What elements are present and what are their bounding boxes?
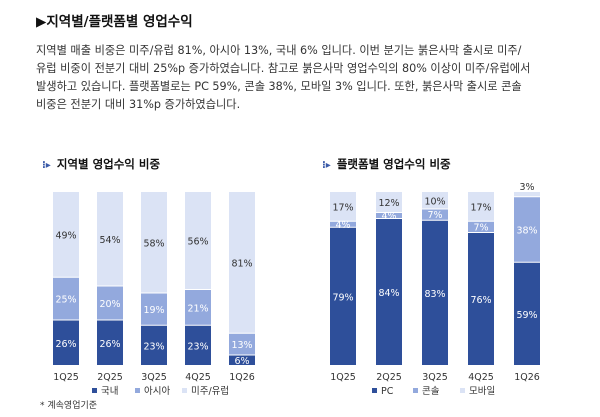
summary-line: 유럽 비중이 전분기 대비 25%p 증가하였습니다. 참고로 붉은사막 영업수… (36, 62, 531, 75)
data-label: 21% (187, 303, 208, 314)
data-label: 7% (473, 222, 488, 233)
platform-chart-title: ⁝▸ 플랫폼별 영업수익 비중 (322, 156, 451, 172)
stacked-bar-charts: 26% 25% 49% 1Q25 26% 20% 54% 2Q25 23% 19% 58% 3Q25 2… (53, 182, 540, 397)
legend-swatch (135, 388, 140, 393)
bar-segment (97, 320, 123, 365)
data-label: 26% (99, 339, 120, 350)
x-tick-label: 3Q25 (141, 372, 167, 383)
data-label: 4% (335, 220, 350, 231)
bar-segment (422, 209, 448, 220)
data-label: 23% (187, 341, 208, 352)
legend-label: 미주/유럽 (191, 386, 229, 397)
data-label: 49% (55, 230, 76, 241)
x-tick-label: 1Q26 (229, 372, 255, 383)
bar-segment (330, 221, 356, 227)
x-tick-label: 2Q25 (97, 372, 123, 383)
x-tick-label: 1Q25 (330, 372, 356, 383)
data-label: 20% (99, 299, 120, 310)
bar-segment (97, 286, 123, 320)
legend-label: PC (381, 386, 394, 397)
summary-line: 지역별 매출 비중은 미주/유럽 81%, 아시아 13%, 국내 6% 입니다… (36, 44, 522, 57)
data-label: 17% (470, 202, 491, 213)
bar-segment (468, 221, 494, 232)
summary-line: 발생하고 있습니다. 플랫폼별로는 PC 59%, 콘솔 38%, 모바일 3%… (36, 80, 522, 93)
data-label: 56% (187, 237, 208, 248)
data-label: 4% (381, 211, 396, 222)
legend-swatch (372, 388, 377, 393)
legend-swatch (413, 388, 418, 393)
bar-segment (185, 290, 211, 325)
bar-segment (141, 192, 167, 293)
bar-segment (468, 192, 494, 221)
bar-segment (97, 192, 123, 286)
data-label: 83% (424, 289, 445, 300)
bar-segment (141, 293, 167, 325)
bar-segment (53, 320, 79, 365)
region-chart-title: ⁝▸ 지역별 영업수익 비중 (42, 156, 160, 172)
data-label: 19% (143, 305, 164, 316)
data-label: 59% (516, 310, 537, 321)
bar-segment (514, 197, 540, 262)
bar-segment (376, 219, 402, 365)
data-label: 10% (424, 196, 445, 207)
x-tick-label: 4Q25 (185, 372, 211, 383)
x-tick-label: 2Q25 (376, 372, 402, 383)
data-label: 12% (378, 198, 399, 209)
data-label: 3% (519, 182, 534, 193)
bar-segment (468, 233, 494, 365)
x-tick-label: 4Q25 (468, 372, 494, 383)
platform-chart-title-text: 플랫폼별 영업수익 비중 (336, 157, 451, 171)
bar-segment (53, 192, 79, 277)
data-label: 84% (378, 288, 399, 299)
data-label: 58% (143, 238, 164, 249)
summary-paragraph: 지역별 매출 비중은 미주/유럽 81%, 아시아 13%, 국내 6% 입니다… (36, 42, 576, 114)
data-label: 23% (143, 341, 164, 352)
x-tick-label: 1Q25 (53, 372, 79, 383)
data-label: 76% (470, 295, 491, 306)
data-label: 26% (55, 339, 76, 350)
data-label: 81% (231, 258, 252, 269)
data-label: 79% (332, 292, 353, 303)
x-tick-label: 3Q25 (422, 372, 448, 383)
bar-segment (376, 192, 402, 212)
legend-label: 모바일 (469, 386, 495, 397)
legend-swatch (182, 388, 187, 393)
legend-label: 아시아 (144, 386, 170, 397)
bar-segment (229, 355, 255, 365)
bar-segment (185, 192, 211, 289)
x-tick-label: 1Q26 (514, 372, 540, 383)
data-label: 54% (99, 235, 120, 246)
footnote: * 계속영업기준 (40, 401, 98, 411)
data-label: 38% (516, 226, 537, 237)
bar-segment (514, 262, 540, 365)
legend-swatch (92, 388, 97, 393)
data-label: 13% (231, 340, 252, 351)
section-heading: ▶지역별/플랫폼별 영업수익 (36, 14, 193, 30)
bullet-icon: ⁝▸ (322, 160, 331, 171)
bar-segment (330, 192, 356, 221)
bar-segment (422, 220, 448, 365)
bar-segment (229, 333, 255, 355)
bar-segment (229, 192, 255, 333)
bullet-icon: ⁝▸ (42, 160, 51, 171)
region-chart-title-text: 지역별 영업수익 비중 (56, 157, 161, 171)
summary-line: 비중은 전분기 대비 31%p 증가하였습니다. (36, 98, 241, 111)
data-label: 7% (427, 210, 442, 221)
bar-segment (330, 227, 356, 365)
legend-swatch (460, 388, 465, 393)
data-label: 25% (55, 295, 76, 306)
data-label: 17% (332, 202, 353, 213)
data-label: 6% (234, 356, 249, 367)
legend-label: 콘솔 (422, 386, 440, 397)
bar-segment (185, 325, 211, 365)
bar-segment (422, 192, 448, 209)
bar-segment (514, 192, 540, 197)
bar-segment (141, 325, 167, 365)
bar-segment (53, 277, 79, 320)
legend-label: 국내 (101, 386, 118, 397)
bar-segment (376, 213, 402, 218)
